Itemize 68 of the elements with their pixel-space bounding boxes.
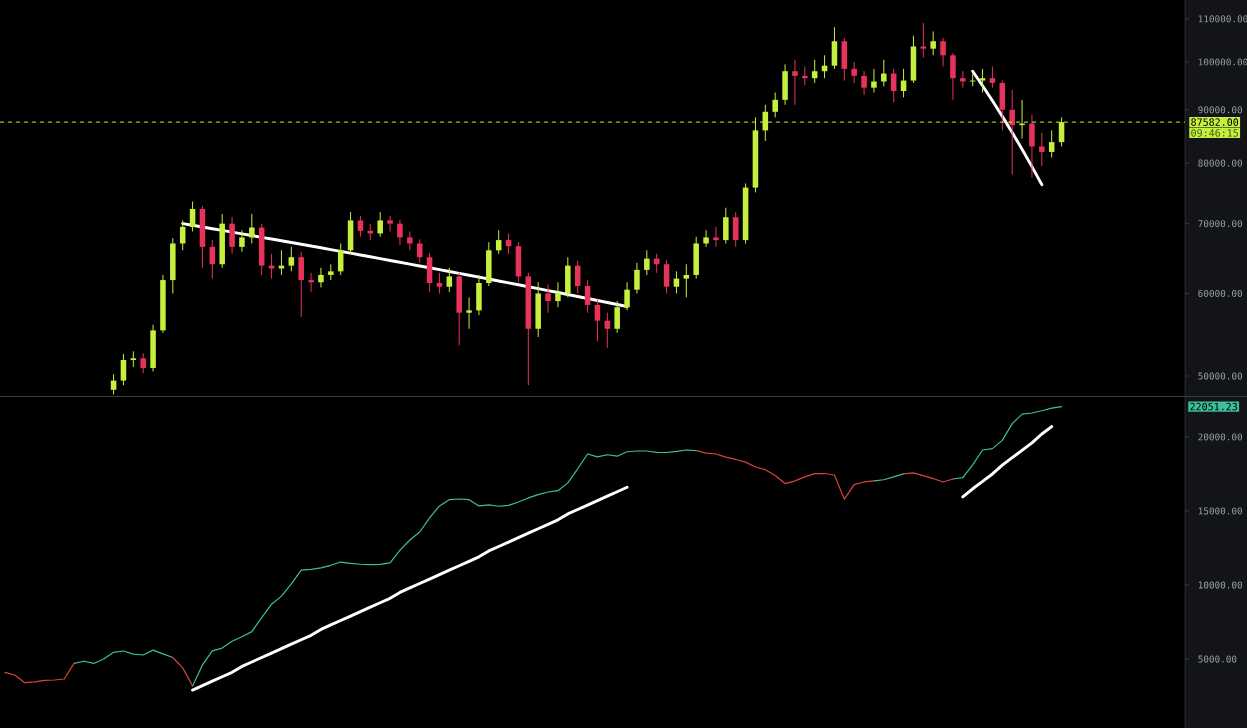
- candlestick: [930, 30, 936, 56]
- candlestick: [1039, 132, 1045, 167]
- candlestick: [614, 300, 620, 334]
- candlestick: [792, 59, 798, 106]
- candlestick: [229, 216, 235, 255]
- candlestick: [663, 259, 670, 294]
- candlestick: [940, 37, 946, 68]
- candlestick: [979, 68, 986, 93]
- text: 22051.23: [1190, 402, 1238, 411]
- candlestick: [811, 59, 818, 84]
- candlestick: [920, 22, 927, 59]
- y-tick-label: 50000.00: [1198, 372, 1243, 380]
- y-tick-label: 15000.00: [1198, 507, 1243, 515]
- y-tick-label: 110000.00: [1198, 15, 1247, 23]
- candlestick: [851, 61, 857, 84]
- candlestick: [466, 296, 472, 330]
- y-tick-label: 100000.00: [1198, 58, 1247, 66]
- candlestick: [1029, 114, 1035, 179]
- candlestick: [318, 267, 324, 288]
- candlestick: [594, 299, 601, 342]
- candlestick: [416, 238, 423, 264]
- candlestick: [802, 66, 808, 86]
- candlestick: [377, 211, 383, 238]
- candlestick: [634, 262, 640, 294]
- line-series: [971, 69, 1044, 187]
- candlestick: [446, 267, 453, 293]
- candlestick: [436, 272, 443, 294]
- candlestick: [308, 272, 314, 293]
- candlestick: [713, 226, 719, 248]
- y-tick-label: 80000.00: [1198, 159, 1243, 167]
- line-series: [191, 485, 629, 692]
- y-tick-label: 60000.00: [1198, 289, 1243, 297]
- candlestick: [120, 353, 127, 386]
- candlestick: [249, 213, 255, 244]
- candlestick: [189, 201, 196, 232]
- candlestick: [861, 70, 867, 96]
- candlestick: [723, 207, 729, 244]
- y-tick-label: 5000.00: [1198, 655, 1237, 663]
- y-tick-label: 20000.00: [1198, 433, 1243, 441]
- candlestick: [683, 263, 690, 298]
- candlestick: [337, 242, 344, 276]
- candlestick: [772, 91, 778, 118]
- candlestick: [950, 52, 956, 101]
- candlestick: [584, 279, 591, 314]
- candlestick: [555, 281, 561, 308]
- candlestick: [871, 68, 877, 93]
- candlestick: [989, 66, 996, 89]
- candlestick: [881, 59, 887, 87]
- candlestick: [140, 352, 146, 374]
- candlestick: [239, 229, 245, 253]
- candlestick: [1048, 129, 1055, 158]
- candlestick: [387, 215, 393, 232]
- candlestick: [545, 283, 551, 314]
- candlestick: [644, 249, 650, 276]
- candlestick: [298, 251, 304, 318]
- candlestick: [407, 230, 413, 251]
- candlestick: [357, 215, 364, 238]
- y-tick-label: 10000.00: [1198, 581, 1243, 589]
- candlestick: [624, 281, 630, 311]
- ref-line-label: 87582.00: [1191, 118, 1239, 126]
- y-tick-label: 90000.00: [1198, 106, 1243, 114]
- candlestick: [732, 211, 739, 248]
- candlestick: [1009, 89, 1015, 176]
- candlestick: [397, 219, 403, 246]
- candlestick: [288, 246, 295, 272]
- candlestick: [703, 229, 709, 248]
- y-tick-label: 70000.00: [1198, 220, 1243, 228]
- text: 09:46:15: [1191, 129, 1238, 137]
